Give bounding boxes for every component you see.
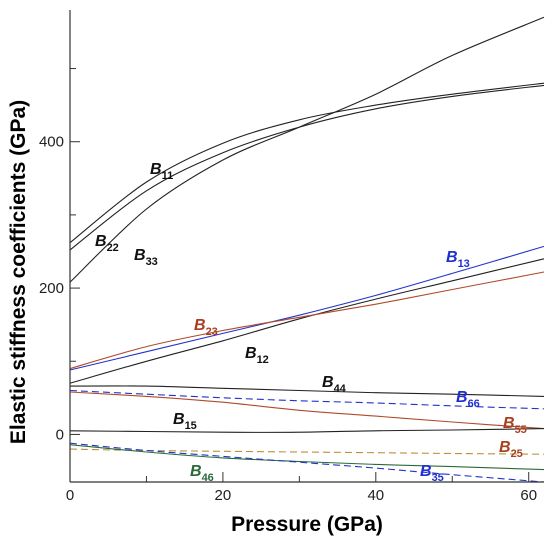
series-label-b22: B22 <box>95 233 119 254</box>
series-label-b23: B23 <box>194 317 218 338</box>
series-label-b13: B13 <box>446 249 470 270</box>
series-line-b13 <box>69 245 545 371</box>
series-lines <box>69 16 545 483</box>
series-label-b46: B46 <box>190 463 214 484</box>
series-line-b35 <box>69 442 545 483</box>
series-labels: B11 B22 B33 B13 B12 B23 B44 B66 B55 B15 B25 B46 B35 <box>95 161 527 484</box>
x-tick-label: 20 <box>215 487 232 504</box>
axes: 0 20 40 60 0 200 400 <box>39 10 544 504</box>
series-line-b23 <box>69 271 545 370</box>
series-line-b33 <box>69 16 545 283</box>
x-tick-label: 0 <box>66 487 74 504</box>
y-tick-label: 400 <box>39 134 64 151</box>
series-label-b11: B11 <box>150 161 173 182</box>
y-tick-label: 0 <box>56 426 64 443</box>
series-label-b12: B12 <box>245 345 269 366</box>
y-tick-label: 200 <box>39 280 64 297</box>
series-label-b35: B35 <box>420 463 444 484</box>
series-line-b15 <box>69 428 545 433</box>
series-label-b25: B25 <box>499 439 523 460</box>
series-line-b22 <box>69 84 545 251</box>
series-line-b12 <box>69 258 545 384</box>
series-line-b44 <box>69 385 545 397</box>
series-label-b33: B33 <box>134 247 158 268</box>
series-label-b44: B44 <box>322 374 347 395</box>
series-line-b11 <box>69 82 545 244</box>
series-line-b55 <box>69 391 545 430</box>
x-tick-label: 40 <box>367 487 384 504</box>
series-label-b55: B55 <box>503 415 527 436</box>
y-axis-title: Elastic stiffness coefficients (GPa) <box>7 100 30 444</box>
series-line-b46 <box>69 444 545 471</box>
x-axis-title: Pressure (GPa) <box>231 513 383 536</box>
x-tick-label: 60 <box>520 487 537 504</box>
series-label-b66: B66 <box>456 389 480 410</box>
series-label-b15: B15 <box>173 411 197 432</box>
